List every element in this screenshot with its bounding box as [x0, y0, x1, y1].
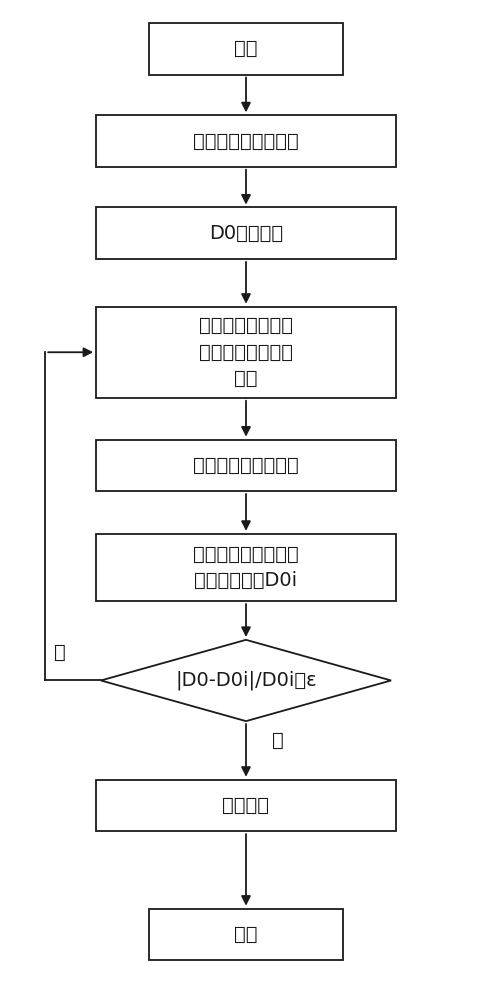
Bar — [96, 115, 396, 167]
Text: D0初值假定: D0初值假定 — [209, 224, 283, 243]
Bar — [96, 207, 396, 259]
Text: 是: 是 — [272, 730, 283, 749]
Text: 计算各级抽汽参数
（压力、燔值及流
量）: 计算各级抽汽参数 （压力、燔值及流 量） — [199, 316, 293, 388]
Text: |D0-D0i|/D0i＜ε: |D0-D0i|/D0i＜ε — [175, 671, 317, 690]
Bar — [96, 307, 396, 398]
Text: 输出结果: 输出结果 — [222, 796, 270, 815]
Text: 开始: 开始 — [234, 39, 258, 58]
Text: 否: 否 — [54, 643, 65, 662]
Bar — [96, 780, 396, 831]
Text: 计算回热系统各参数: 计算回热系统各参数 — [193, 456, 299, 475]
Bar — [149, 23, 343, 75]
Bar — [96, 440, 396, 491]
Text: 结束: 结束 — [234, 925, 258, 944]
Bar — [149, 909, 343, 960]
Polygon shape — [101, 640, 391, 721]
Text: 等效燔降法计算得到
新的蔺汽流量D0i: 等效燔降法计算得到 新的蔺汽流量D0i — [193, 545, 299, 590]
Bar — [96, 534, 396, 601]
Text: 输入基准工况各参数: 输入基准工况各参数 — [193, 132, 299, 151]
